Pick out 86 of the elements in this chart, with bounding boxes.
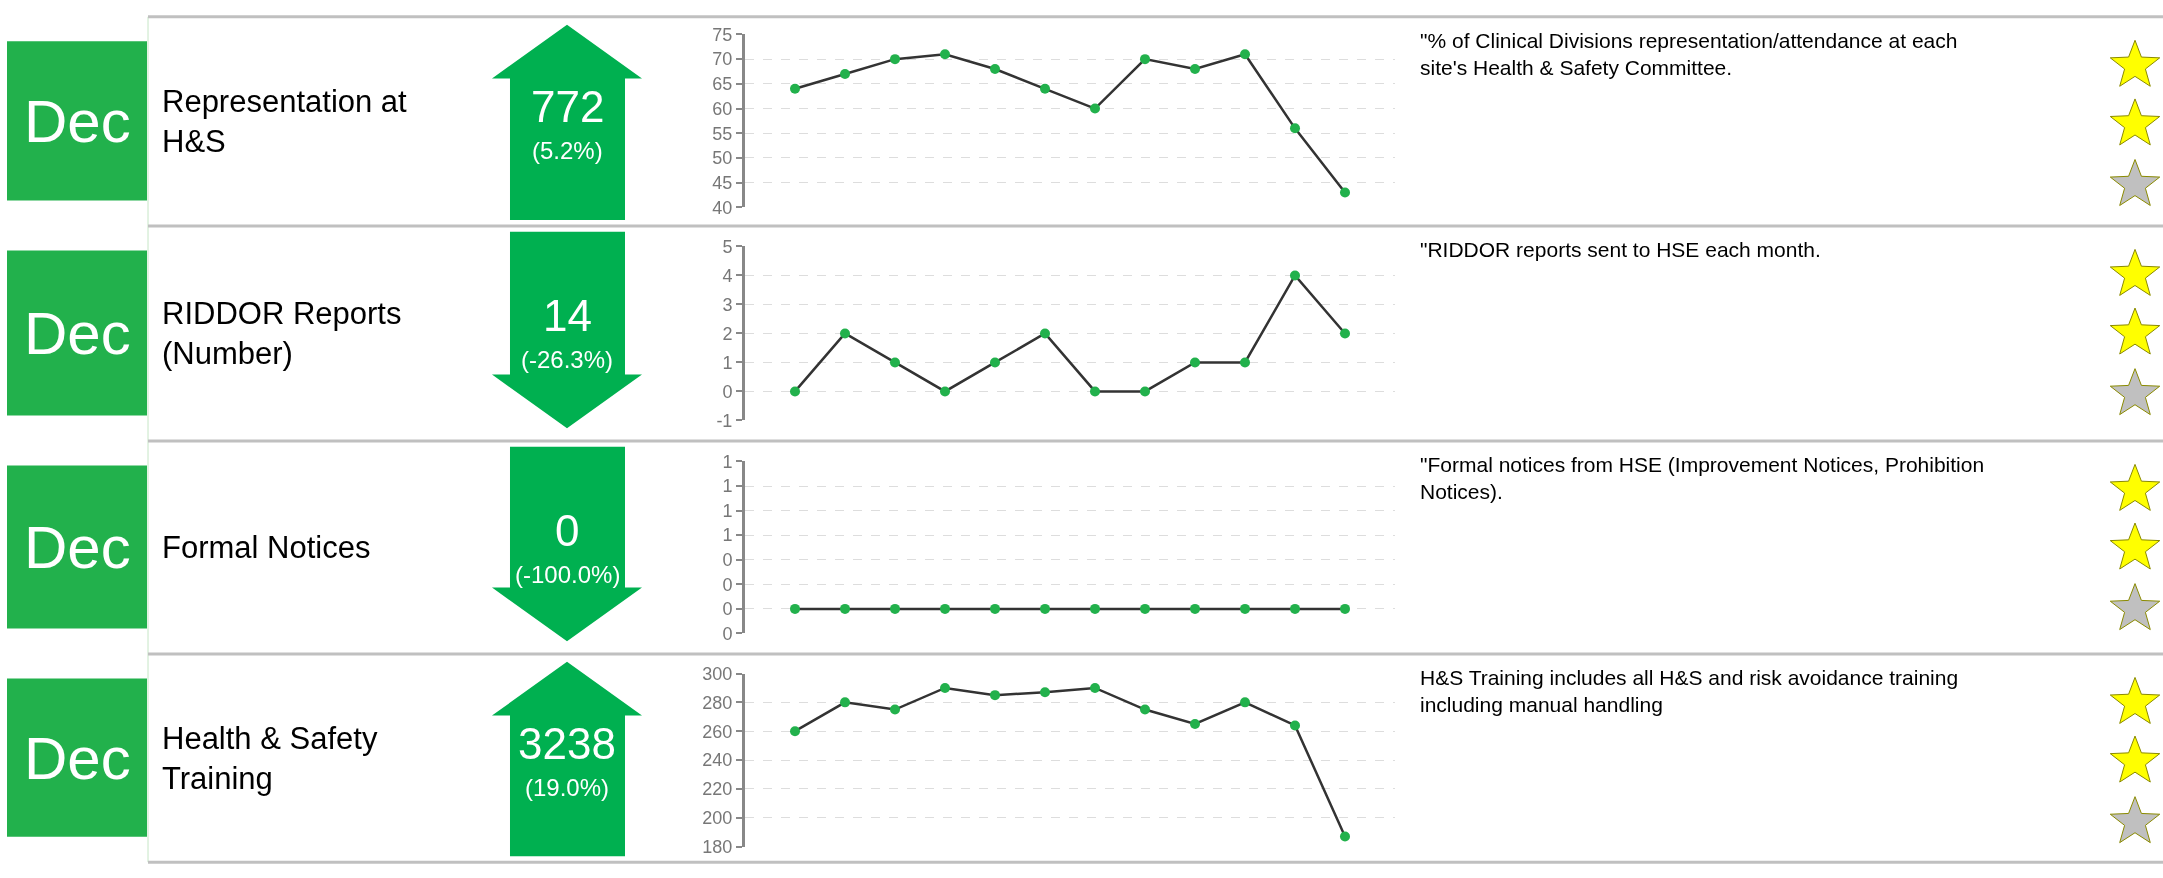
point (790, 83, 800, 94)
point (1240, 49, 1250, 60)
text: Representation at H&S (162, 84, 408, 160)
point (790, 726, 800, 737)
text: (5.2%) (532, 137, 603, 164)
point (1140, 704, 1150, 715)
point (1240, 357, 1250, 368)
y-tick-label: 0 (722, 550, 733, 571)
point (1290, 123, 1300, 134)
y-tick-label: 1 (722, 500, 733, 521)
point (790, 386, 800, 397)
text: H&S Training includes all H&S and risk avoidance training including manual handling (1420, 666, 1959, 717)
y-tick-label: 2 (722, 323, 733, 344)
text: Dec (24, 725, 131, 792)
text: 3238 (518, 719, 616, 768)
y-tick-label: 40 (712, 197, 733, 218)
point (1090, 682, 1100, 693)
point (1290, 270, 1300, 281)
point (1340, 328, 1350, 339)
point (1040, 328, 1050, 339)
y-tick-label: 240 (702, 750, 733, 771)
point (1340, 831, 1350, 842)
point (940, 386, 950, 397)
text: Dec (24, 514, 131, 581)
y-tick-label: 0 (722, 623, 733, 644)
point (1090, 103, 1100, 114)
point (890, 704, 900, 715)
text: 0 (555, 506, 580, 555)
point (840, 328, 850, 339)
point (1090, 386, 1100, 397)
y-tick-label: 3 (722, 294, 733, 315)
text: 772 (531, 82, 605, 131)
point (1140, 386, 1150, 397)
text: (19.0%) (525, 774, 610, 801)
y-tick-label: 4 (722, 265, 733, 286)
point (1190, 718, 1200, 729)
y-tick-label: 1 (722, 352, 733, 373)
y-tick-label: 220 (702, 779, 733, 800)
text: "% of Clinical Divisions representation/attendance at each site's Health & Safety Committee. (1420, 29, 1958, 80)
text: Formal Notices (162, 530, 371, 565)
y-tick-label: 1 (722, 525, 733, 546)
y-tick-label: 75 (712, 24, 733, 45)
point (1290, 720, 1300, 731)
y-tick-label: 5 (722, 236, 733, 257)
y-tick-label: 0 (722, 574, 733, 595)
point (840, 697, 850, 708)
point (1340, 187, 1350, 198)
text: "RIDDOR reports sent to HSE each month. (1420, 238, 1821, 261)
y-tick-label: 55 (712, 123, 733, 144)
y-tick-label: 70 (712, 49, 733, 70)
point (1190, 64, 1200, 75)
y-tick-label: 260 (702, 721, 733, 742)
point (940, 682, 950, 693)
y-tick-label: 65 (712, 74, 733, 95)
y-tick-label: 60 (712, 98, 733, 119)
point (840, 68, 850, 79)
y-tick-label: 0 (722, 381, 733, 402)
point (1190, 357, 1200, 368)
y-tick-label: 50 (712, 148, 733, 169)
text: "Formal notices from HSE (Improvement Notices, Prohibition Notices). (1420, 453, 1985, 504)
point (1040, 83, 1050, 94)
y-tick-label: 1 (722, 476, 733, 497)
point (1140, 54, 1150, 65)
y-tick-label: 200 (702, 807, 733, 828)
point (890, 54, 900, 65)
y-tick-label: 300 (702, 663, 733, 684)
text: (-100.0%) (515, 561, 621, 588)
y-tick-label: 45 (712, 172, 733, 193)
text: Dec (24, 88, 131, 155)
point (990, 690, 1000, 701)
point (1240, 697, 1250, 708)
text: 14 (543, 291, 592, 340)
point (890, 357, 900, 368)
point (1040, 687, 1050, 698)
y-tick-label: -1 (716, 410, 733, 431)
y-tick-label: 1 (722, 451, 733, 472)
point (990, 64, 1000, 75)
y-tick-label: 280 (702, 692, 733, 713)
text: Health & Safety Training (162, 721, 378, 797)
point (990, 357, 1000, 368)
text: Dec (24, 300, 131, 367)
y-tick-label: 180 (702, 836, 733, 857)
text: RIDDOR Reports (Number) (162, 296, 402, 372)
point (940, 49, 950, 60)
text: (-26.3%) (521, 346, 614, 373)
y-tick-label: 0 (722, 599, 733, 620)
